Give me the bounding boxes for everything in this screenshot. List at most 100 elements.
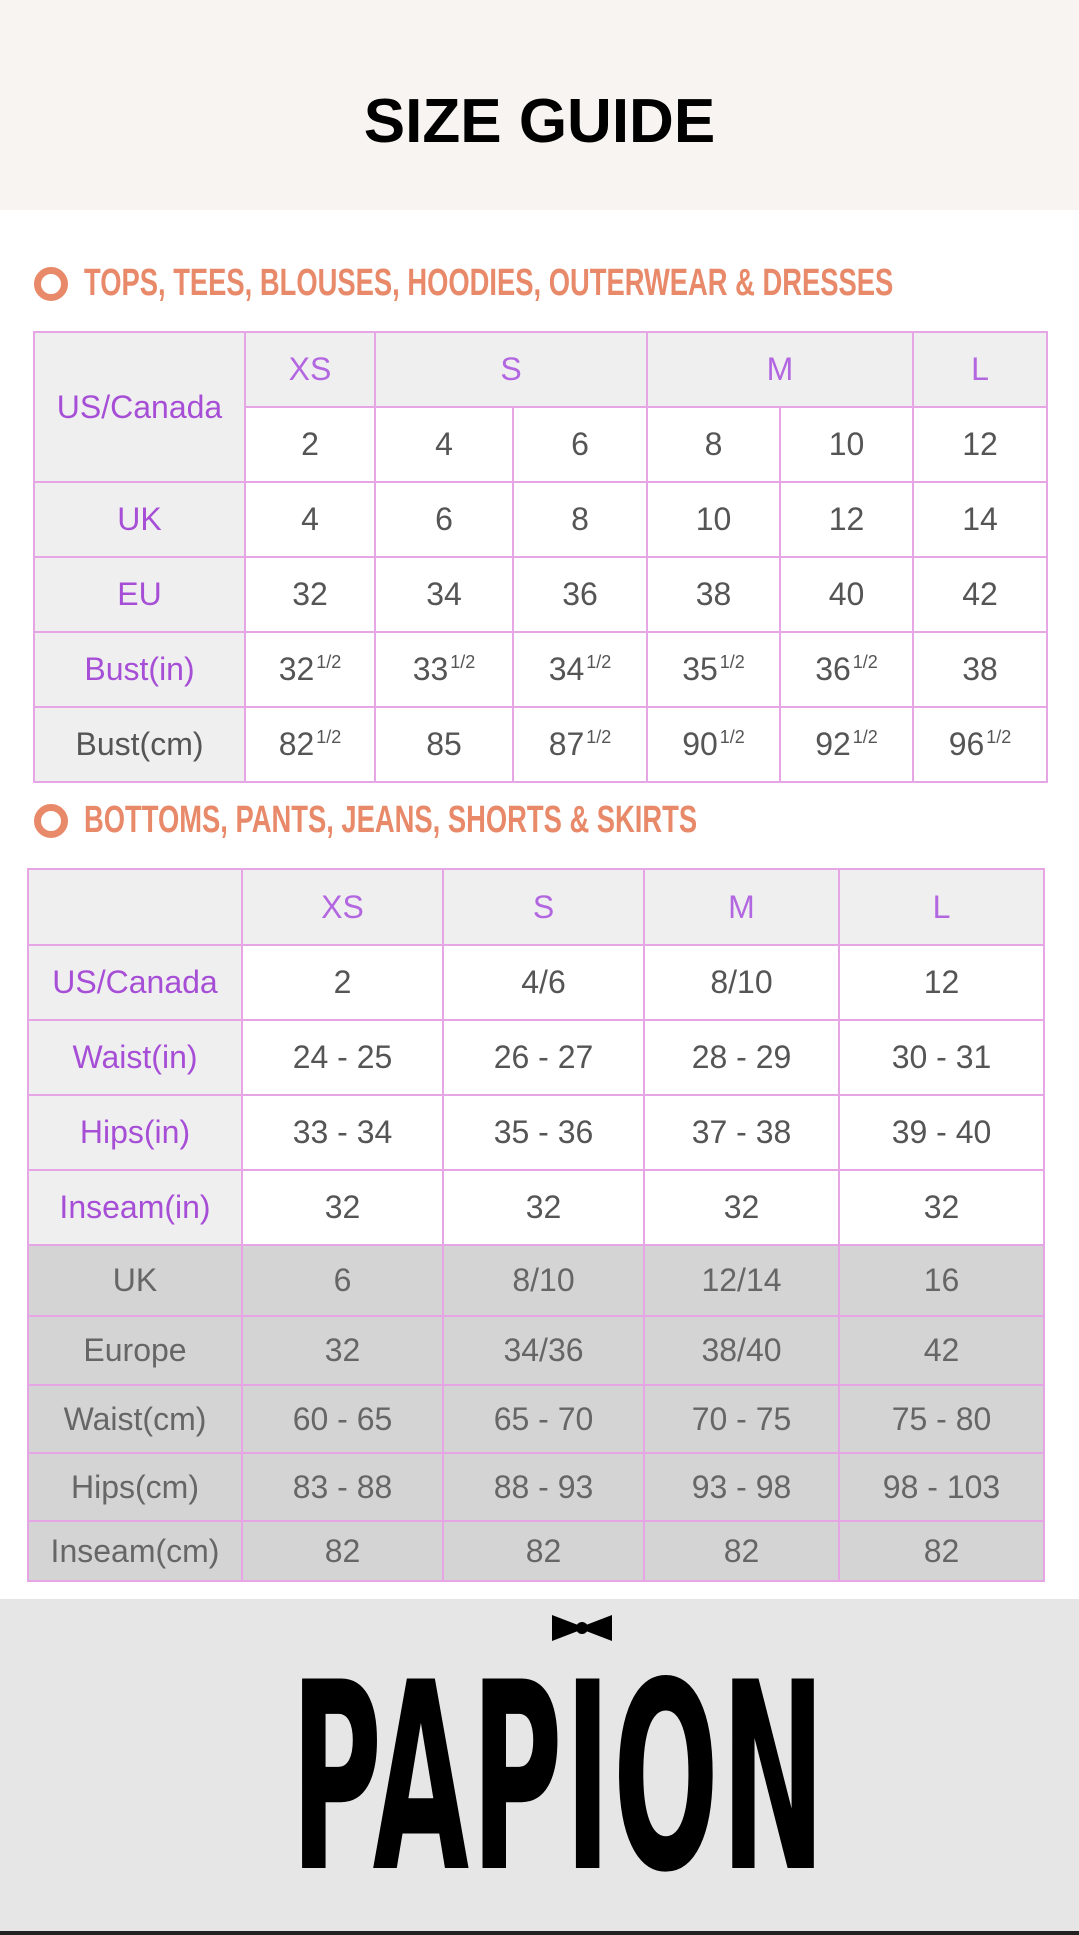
cell-text: 82 — [723, 1532, 760, 1569]
cell: 30 - 31 — [838, 1019, 1045, 1096]
cell-text: 8 — [704, 426, 723, 462]
cell-text: 12/14 — [701, 1262, 782, 1298]
cell-text: 12 — [828, 501, 865, 537]
cell: 12 — [912, 406, 1048, 483]
cell-text: 82 — [525, 1532, 562, 1569]
cell: 33 1/2 — [374, 631, 514, 708]
title: SIZE GUIDE — [363, 87, 716, 156]
cell: 32 — [241, 1169, 444, 1246]
cell: 35 1/2 — [646, 631, 781, 708]
cell-text: 32 — [292, 576, 328, 612]
cell: 2 — [244, 406, 376, 483]
cell-text: Europe — [83, 1332, 187, 1368]
cell-text: UK — [112, 1262, 158, 1298]
cell: M — [646, 331, 914, 408]
cell-text: M — [728, 888, 755, 925]
cell: 12 — [838, 944, 1045, 1021]
cell: 6 — [241, 1244, 444, 1317]
cell-text: 87 — [548, 726, 585, 762]
cell: 36 1/2 — [779, 631, 914, 708]
bullet — [34, 803, 68, 838]
cell: Bust(in) — [33, 631, 246, 708]
cell-text: 8/10 — [512, 1262, 575, 1298]
fraction: 1/2 — [986, 727, 1012, 747]
cell: M — [643, 868, 840, 946]
cell-text: 35 - 36 — [493, 1114, 594, 1150]
cell: 8 — [646, 406, 781, 483]
cell-text: 38/40 — [701, 1332, 782, 1368]
cell: 36 — [512, 556, 648, 633]
cell: 14 — [912, 481, 1048, 558]
heading-text: TOPS, TEES, BLOUSES, HOODIES, OUTERWEAR … — [84, 262, 894, 304]
cell-text: Hips(cm) — [71, 1468, 199, 1505]
row: US/Canada XS S M L — [33, 331, 1048, 483]
cell-text: 33 - 34 — [292, 1114, 393, 1150]
cell-text: 40 — [828, 576, 865, 612]
cell-text: 12 — [962, 426, 998, 462]
cell: 32 — [244, 556, 376, 633]
fraction: 1/2 — [719, 727, 745, 747]
fraction: 1/2 — [586, 727, 612, 747]
cell-text: 32 — [278, 651, 315, 687]
bow-tie-icon — [552, 1615, 612, 1641]
cell: 4 — [374, 406, 514, 483]
cell: Waist(cm) — [27, 1384, 243, 1454]
cell-text: 32 — [525, 1189, 562, 1225]
row: Hips(cm) 83 - 88 88 - 93 93 - 98 98 - 103 — [27, 1452, 1045, 1522]
cell: 93 - 98 — [643, 1452, 840, 1522]
section-heading: BOTTOMS, PANTS, JEANS, SHORTS & SKIRTS — [34, 799, 936, 842]
cell: EU — [33, 556, 246, 633]
row: Bust(cm) 82 1/2 85 87 1/2 90 1/2 92 1/2 96 1/2 — [33, 706, 1048, 783]
cell-text: 6 — [435, 501, 453, 537]
cell: 32 — [838, 1169, 1045, 1246]
cell: 8 — [512, 481, 648, 558]
cell: 34 1/2 — [512, 631, 648, 708]
cell-text: 90 — [682, 726, 718, 762]
cell: 8/10 — [442, 1244, 645, 1317]
cell: 34/36 — [442, 1315, 645, 1386]
cell-text: L — [971, 351, 989, 387]
cell-text: 96 — [948, 726, 985, 762]
cell-text: 28 - 29 — [691, 1039, 792, 1075]
fraction: 1/2 — [719, 652, 745, 672]
cell-text: 24 - 25 — [292, 1039, 393, 1075]
cell-text: XS — [288, 351, 332, 387]
cell-text: 82 — [324, 1532, 361, 1569]
cell-text: 8/10 — [710, 964, 773, 1000]
cell: 65 - 70 — [442, 1384, 645, 1454]
cell-text: 6 — [571, 426, 589, 462]
cell-text: Hips(in) — [79, 1114, 191, 1150]
row: Hips(in) 33 - 34 35 - 36 37 - 38 39 - 40 — [27, 1094, 1045, 1171]
cell-text: 4 — [301, 501, 319, 537]
cell-text: 39 - 40 — [891, 1114, 992, 1150]
cell: Hips(in) — [27, 1094, 243, 1171]
cell: 85 — [374, 706, 514, 783]
cell-text: Waist(cm) — [63, 1400, 207, 1437]
cell-text: 93 - 98 — [691, 1468, 792, 1505]
cell: 87 1/2 — [512, 706, 648, 783]
cell-text: Inseam(cm) — [50, 1532, 220, 1569]
cell-text: 88 - 93 — [493, 1468, 594, 1505]
cell: 40 — [779, 556, 914, 633]
cell-text: 42 — [923, 1332, 960, 1368]
fraction: 1/2 — [586, 652, 612, 672]
cell-text: 83 - 88 — [292, 1468, 393, 1505]
cell-text: Inseam(in) — [59, 1189, 211, 1225]
cell-text: M — [766, 351, 794, 387]
cell: 96 1/2 — [912, 706, 1048, 783]
cell: 90 1/2 — [646, 706, 781, 783]
cell: 92 1/2 — [779, 706, 914, 783]
cell-text: 16 — [923, 1262, 960, 1298]
cell-text: 4 — [435, 426, 453, 462]
cell: 26 - 27 — [442, 1019, 645, 1096]
cell-text: 35 — [682, 651, 718, 687]
brand-text: PAPION — [290, 1628, 828, 1930]
row: Inseam(cm) 82 82 82 82 — [27, 1520, 1045, 1582]
cell: XS — [244, 331, 376, 408]
cell-text: 12 — [923, 964, 960, 1000]
cell-text: S — [532, 888, 555, 925]
footer: PAPION — [0, 1599, 1079, 1935]
cell: 82 1/2 — [244, 706, 376, 783]
cell-text: XS — [321, 888, 364, 925]
